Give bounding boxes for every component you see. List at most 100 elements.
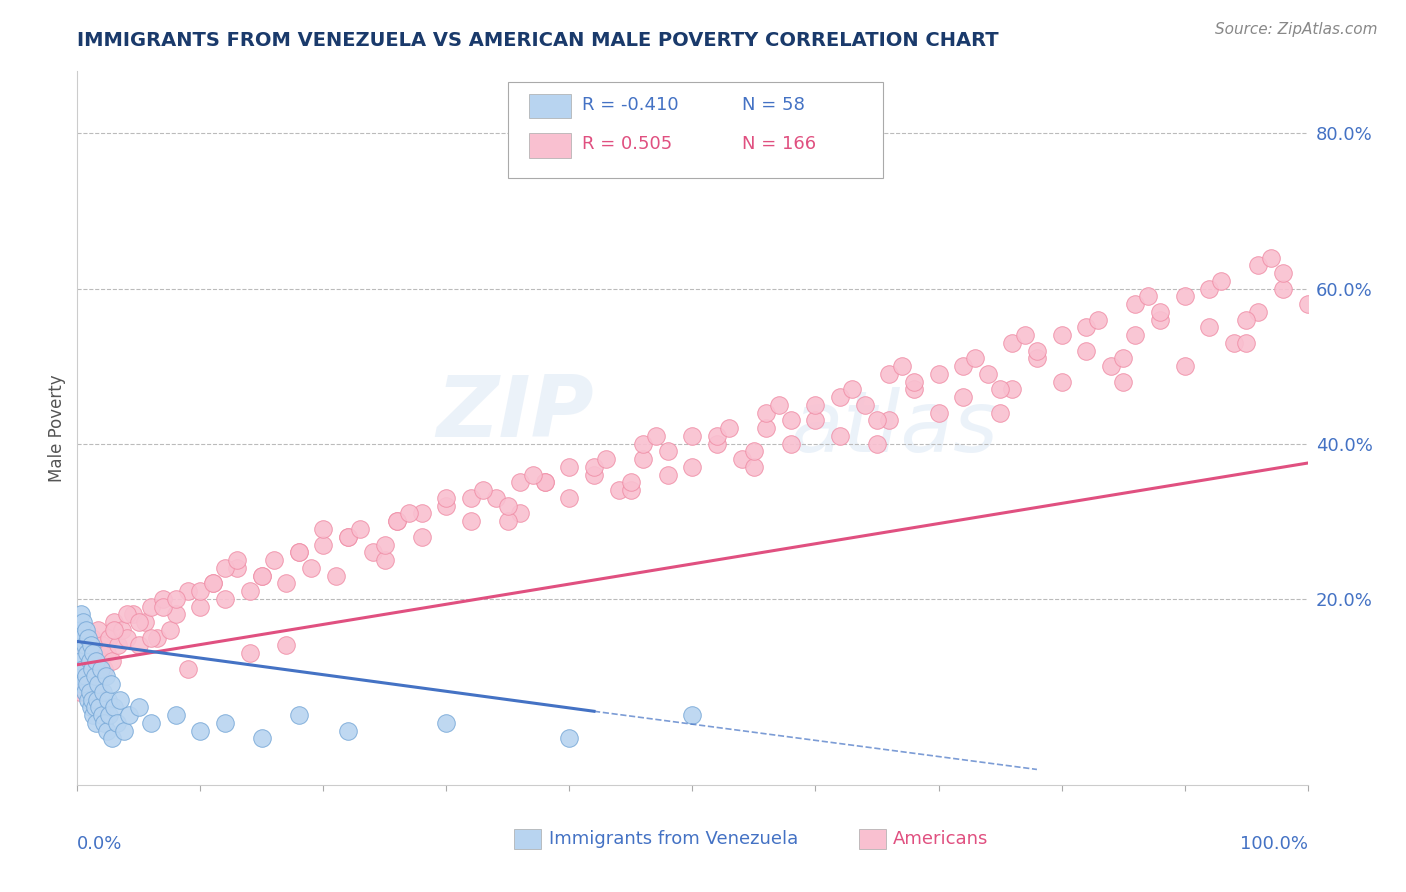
Point: [82, 646, 104, 660]
Point: [1050, 328, 1073, 343]
Point: [103, 615, 125, 629]
Point: [325, 568, 347, 582]
Point: [107, 638, 129, 652]
Point: [1247, 305, 1270, 319]
Point: [903, 375, 925, 389]
Point: [159, 623, 181, 637]
Point: [509, 475, 531, 490]
Point: [214, 591, 236, 606]
Point: [70, 654, 93, 668]
Point: [928, 367, 950, 381]
Point: [988, 383, 1011, 397]
Point: [82, 662, 104, 676]
Point: [94, 669, 117, 683]
Point: [72, 615, 94, 629]
Point: [134, 615, 156, 629]
Point: [558, 491, 581, 505]
Point: [70, 607, 93, 622]
Point: [682, 429, 704, 443]
Point: [337, 723, 360, 738]
FancyBboxPatch shape: [529, 134, 571, 158]
Point: [115, 607, 138, 622]
Point: [87, 623, 110, 637]
Point: [239, 584, 262, 599]
Point: [977, 367, 1000, 381]
Point: [1087, 312, 1109, 326]
Point: [1272, 266, 1295, 280]
Point: [682, 708, 704, 723]
Text: IMMIGRANTS FROM VENEZUELA VS AMERICAN MALE POVERTY CORRELATION CHART: IMMIGRANTS FROM VENEZUELA VS AMERICAN MA…: [77, 31, 998, 50]
Point: [1174, 289, 1197, 303]
Point: [398, 507, 420, 521]
Point: [890, 359, 912, 373]
Point: [128, 615, 150, 629]
Point: [411, 507, 433, 521]
Point: [73, 638, 96, 652]
Point: [1272, 281, 1295, 295]
Point: [534, 475, 557, 490]
Text: N = 166: N = 166: [742, 136, 815, 153]
Point: [89, 677, 111, 691]
Point: [472, 483, 495, 498]
Point: [201, 576, 224, 591]
Point: [460, 491, 482, 505]
Point: [188, 723, 212, 738]
Point: [83, 700, 105, 714]
Point: [1001, 335, 1024, 350]
Point: [90, 708, 114, 723]
Point: [1223, 335, 1246, 350]
Point: [879, 413, 901, 427]
Point: [361, 545, 384, 559]
Point: [84, 646, 107, 660]
Point: [1112, 375, 1135, 389]
Point: [411, 530, 433, 544]
Y-axis label: Male Poverty: Male Poverty: [48, 375, 66, 482]
Point: [1001, 383, 1024, 397]
Point: [288, 545, 311, 559]
Point: [263, 553, 285, 567]
Text: Immigrants from Venezuela: Immigrants from Venezuela: [548, 830, 797, 848]
Point: [755, 406, 778, 420]
Point: [620, 483, 643, 498]
Point: [76, 646, 98, 660]
Point: [374, 537, 396, 551]
FancyBboxPatch shape: [508, 82, 883, 178]
Point: [385, 514, 409, 528]
Point: [90, 662, 112, 676]
Point: [1198, 281, 1220, 295]
Point: [288, 545, 311, 559]
Point: [101, 731, 124, 746]
Point: [103, 700, 125, 714]
Point: [312, 522, 335, 536]
Point: [141, 631, 163, 645]
Point: [607, 483, 630, 498]
Point: [82, 692, 104, 706]
Point: [804, 413, 827, 427]
Point: [100, 677, 122, 691]
Point: [214, 561, 236, 575]
Point: [165, 708, 187, 723]
Point: [522, 467, 544, 482]
Point: [86, 692, 108, 706]
Point: [288, 708, 311, 723]
Point: [436, 499, 458, 513]
Point: [952, 359, 974, 373]
Point: [80, 700, 103, 714]
Point: [128, 700, 150, 714]
Point: [226, 561, 249, 575]
Point: [96, 723, 118, 738]
Point: [903, 383, 925, 397]
Point: [385, 514, 409, 528]
Point: [115, 631, 138, 645]
Point: [1234, 312, 1257, 326]
Point: [146, 631, 169, 645]
Point: [83, 685, 105, 699]
Point: [96, 646, 118, 660]
Point: [72, 662, 94, 676]
Point: [83, 669, 105, 683]
Point: [73, 685, 96, 699]
Point: [558, 459, 581, 474]
Point: [780, 413, 803, 427]
Point: [128, 638, 150, 652]
Point: [866, 413, 889, 427]
